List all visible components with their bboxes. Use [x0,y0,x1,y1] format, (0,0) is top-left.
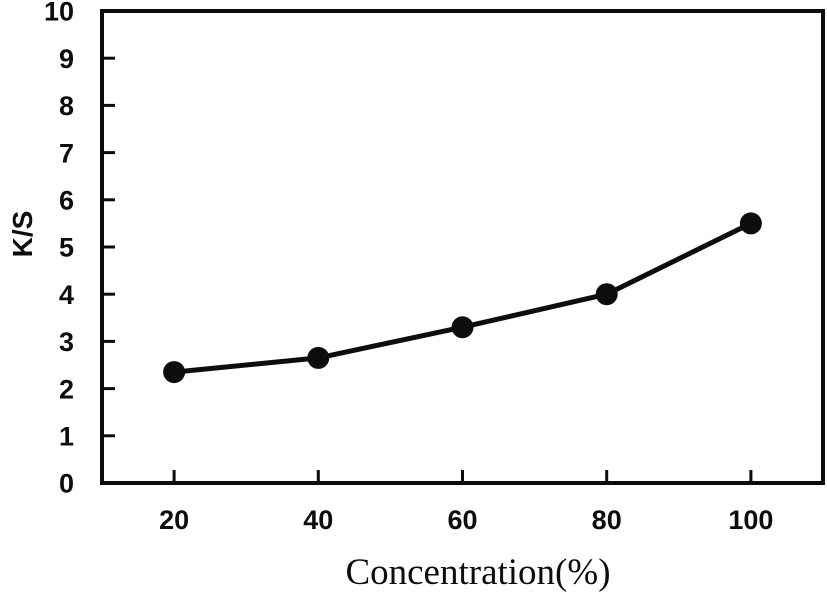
data-point-marker [451,316,474,339]
y-tick-label: 1 [59,422,74,452]
y-tick-label: 7 [59,138,74,168]
x-tick-label: 80 [592,505,622,535]
y-tick-label: 8 [59,91,74,121]
plot-frame [100,9,825,485]
x-tick-label: 40 [303,505,333,535]
y-tick-label: 2 [59,374,74,404]
y-tick-label: 3 [59,327,74,357]
y-tick-label: 4 [59,280,74,310]
y-tick-label: 10 [44,0,74,27]
data-point-marker [595,283,618,306]
data-point-marker [307,346,330,369]
x-tick-label: 60 [447,505,477,535]
data-point-marker [163,361,186,384]
x-tick-label: 20 [159,505,189,535]
x-tick-label: 100 [728,505,773,535]
data-point-marker [739,212,762,235]
y-axis-title: K/S [7,211,38,258]
x-axis-title: Concentration(%) [345,552,610,593]
y-tick-label: 0 [59,469,74,499]
y-tick-label: 9 [59,44,74,74]
y-tick-label: 6 [59,186,74,216]
y-tick-label: 5 [59,233,74,263]
